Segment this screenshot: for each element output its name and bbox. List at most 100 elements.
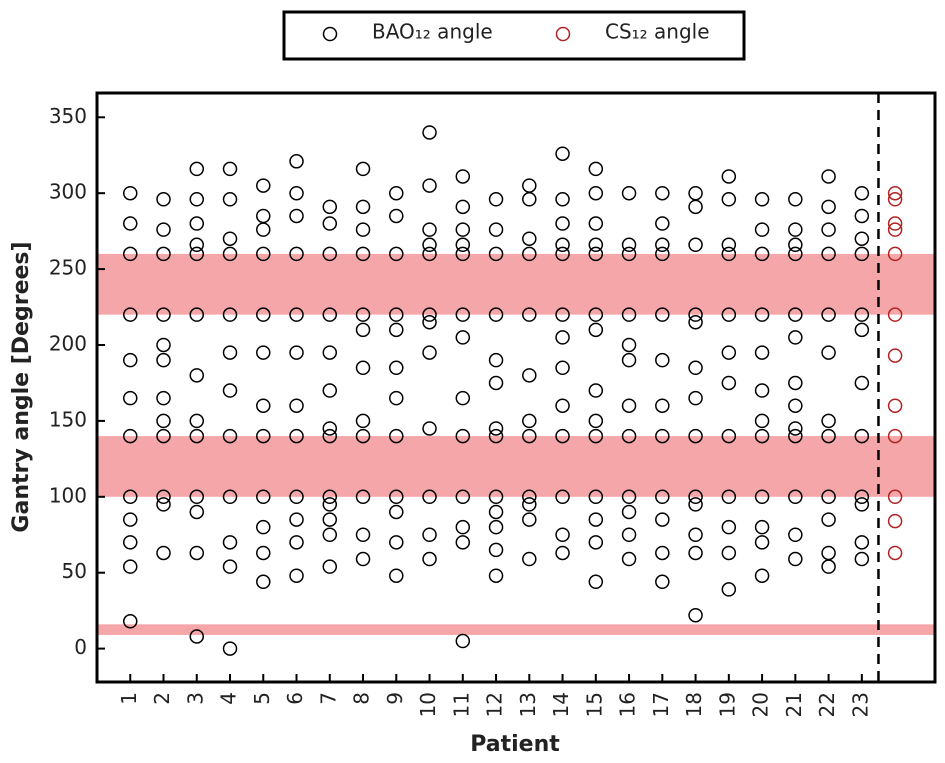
point (289, 246, 304, 262)
y-tick-label: 0 (74, 635, 87, 659)
point (289, 307, 304, 322)
point (788, 421, 803, 436)
point (788, 307, 803, 322)
point (322, 489, 338, 505)
point (688, 527, 703, 542)
point (854, 322, 870, 338)
point (655, 185, 670, 201)
point (854, 375, 870, 391)
point (389, 568, 404, 583)
point (887, 428, 903, 444)
point (854, 307, 870, 322)
point (854, 246, 870, 262)
point (289, 398, 304, 413)
point (355, 489, 371, 505)
point (887, 216, 903, 231)
plot-area (97, 93, 935, 682)
point (821, 199, 836, 215)
point (488, 421, 504, 436)
point (522, 551, 537, 567)
point (222, 535, 238, 550)
point (123, 307, 138, 322)
point (189, 489, 205, 505)
x-tick-label: 15 (582, 692, 606, 717)
point (455, 330, 471, 345)
point (621, 398, 637, 413)
point (488, 568, 504, 583)
point (721, 345, 737, 360)
x-tick-label: 11 (449, 692, 473, 717)
point (189, 504, 205, 520)
point (522, 497, 537, 512)
x-tick-label: 12 (483, 692, 507, 717)
point (156, 390, 171, 406)
point (488, 542, 504, 558)
point (222, 489, 238, 505)
point (422, 246, 437, 262)
point (821, 169, 836, 184)
point (189, 237, 205, 253)
axes-frame (95, 91, 937, 684)
point (455, 633, 471, 649)
point (355, 199, 371, 215)
point (422, 489, 437, 505)
point (821, 428, 836, 444)
point (522, 368, 537, 383)
point (721, 169, 737, 184)
point (821, 222, 836, 237)
point (289, 154, 304, 169)
legend-box (282, 10, 746, 61)
point (488, 375, 504, 391)
point (754, 568, 770, 583)
point (721, 489, 737, 505)
point (555, 360, 570, 376)
point (721, 192, 737, 207)
x-tick-label: 14 (549, 692, 573, 717)
point (123, 352, 138, 368)
point (455, 519, 471, 535)
point (655, 574, 670, 590)
point (621, 489, 637, 505)
point (887, 489, 903, 505)
point (289, 568, 304, 583)
point (688, 237, 703, 253)
point (123, 216, 138, 231)
x-tick-label: 13 (516, 692, 540, 717)
point (754, 535, 770, 550)
y-tick-label: 100 (49, 483, 87, 507)
point (821, 246, 836, 262)
point (854, 489, 870, 505)
point (555, 192, 570, 207)
x-tick-label: 20 (749, 692, 773, 717)
point (123, 428, 138, 444)
point (721, 246, 737, 262)
point (222, 559, 238, 574)
point (721, 582, 737, 597)
point (854, 551, 870, 567)
point (688, 428, 703, 444)
point (788, 237, 803, 253)
point (688, 390, 703, 406)
point (655, 428, 670, 444)
point (655, 216, 670, 231)
point (455, 237, 471, 253)
band (97, 624, 935, 635)
point (289, 185, 304, 201)
x-tick-label: 16 (616, 692, 640, 717)
point (887, 246, 903, 262)
point (754, 489, 770, 505)
point (156, 497, 171, 512)
point (256, 519, 271, 535)
point (422, 222, 437, 237)
point (688, 307, 703, 322)
point (621, 504, 637, 520)
point (588, 161, 604, 177)
point (455, 535, 471, 550)
point (655, 246, 670, 262)
point (422, 551, 437, 567)
point (555, 330, 570, 345)
point (322, 559, 338, 574)
point (655, 237, 670, 253)
point (256, 345, 271, 360)
point (322, 421, 338, 436)
